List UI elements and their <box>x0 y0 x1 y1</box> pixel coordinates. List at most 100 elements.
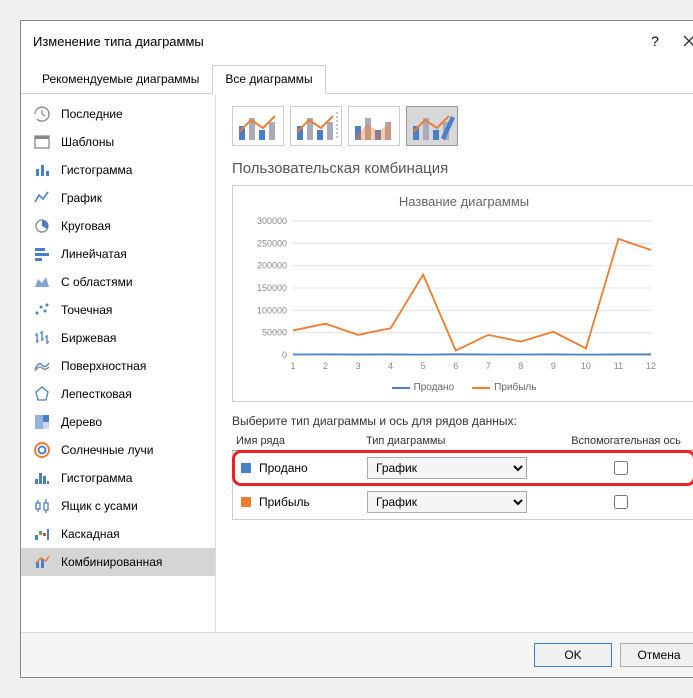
series-type-cell: График <box>367 457 551 479</box>
svg-text:4: 4 <box>388 361 393 371</box>
sidebar-item-surface[interactable]: Поверхностная <box>21 352 215 380</box>
histogram-icon <box>33 469 51 487</box>
change-chart-type-dialog: Изменение типа диаграммы ? Рекомендуемые… <box>20 20 693 678</box>
boxwhisker-icon <box>33 497 51 515</box>
series-row-0: Продано График <box>233 451 693 485</box>
sidebar-item-stock[interactable]: Биржевая <box>21 324 215 352</box>
line-chart-svg: 0500001000001500002000002500003000001234… <box>241 215 661 375</box>
sidebar-item-label: Поверхностная <box>61 359 146 373</box>
svg-text:1: 1 <box>290 361 295 371</box>
sidebar-item-label: Гистограмма <box>61 163 132 177</box>
sidebar-item-combo[interactable]: Комбинированная <box>21 548 215 576</box>
series-aux-cell <box>551 495 691 509</box>
svg-text:100000: 100000 <box>257 305 287 315</box>
pie-icon <box>33 217 51 235</box>
svg-text:0: 0 <box>282 350 287 360</box>
series-type-select[interactable]: График <box>367 457 527 479</box>
subtype-thumb-3[interactable] <box>406 106 458 146</box>
svg-text:12: 12 <box>646 361 656 371</box>
subtype-thumb-2[interactable] <box>348 106 400 146</box>
templates-icon <box>33 133 51 151</box>
sidebar-item-radar[interactable]: Лепестковая <box>21 380 215 408</box>
waterfall-icon <box>33 525 51 543</box>
chart-legend: ПроданоПрибыль <box>241 382 687 393</box>
series-type-cell: График <box>367 491 551 513</box>
chart-type-sidebar: Последние Шаблоны Гистограмма График Кругова… <box>21 94 216 632</box>
radar-icon <box>33 385 51 403</box>
titlebar: Изменение типа диаграммы ? <box>21 21 693 61</box>
chart-preview: Название диаграммы 050000100000150000200… <box>232 185 693 402</box>
cancel-button[interactable]: Отмена <box>620 643 693 667</box>
sidebar-item-label: Шаблоны <box>61 135 114 149</box>
sidebar-item-label: Лепестковая <box>61 387 132 401</box>
series-picker-label: Выберите тип диаграммы и ось для рядов д… <box>232 414 693 428</box>
ok-button[interactable]: OK <box>534 643 612 667</box>
series-row-1: Прибыль График <box>233 485 693 519</box>
sidebar-item-label: С областями <box>61 275 133 289</box>
treemap-icon <box>33 413 51 431</box>
combo-icon <box>33 553 51 571</box>
series-type-select[interactable]: График <box>367 491 527 513</box>
svg-text:8: 8 <box>518 361 523 371</box>
sidebar-item-treemap[interactable]: Дерево <box>21 408 215 436</box>
sidebar-item-histogram[interactable]: Гистограмма <box>21 464 215 492</box>
col-header-type: Тип диаграммы <box>362 432 556 450</box>
sidebar-item-recent[interactable]: Последние <box>21 100 215 128</box>
sidebar-item-label: Каскадная <box>61 527 120 541</box>
sidebar-item-label: Линейчатая <box>61 247 127 261</box>
bar-icon <box>33 245 51 263</box>
subtype-thumb-1[interactable] <box>290 106 342 146</box>
area-icon <box>33 273 51 291</box>
main-panel: Пользовательская комбинация Название диа… <box>216 94 693 632</box>
help-button[interactable]: ? <box>638 29 672 53</box>
sidebar-item-label: Точечная <box>61 303 112 317</box>
preview-title: Название диаграммы <box>241 194 687 209</box>
svg-text:3: 3 <box>356 361 361 371</box>
recent-icon <box>33 105 51 123</box>
section-title: Пользовательская комбинация <box>232 160 693 177</box>
svg-text:6: 6 <box>453 361 458 371</box>
svg-text:7: 7 <box>486 361 491 371</box>
sunburst-icon <box>33 441 51 459</box>
tab-recommended[interactable]: Рекомендуемые диаграммы <box>29 65 212 93</box>
series-swatch <box>241 463 251 473</box>
series-name: Продано <box>259 461 367 475</box>
svg-text:11: 11 <box>614 361 623 371</box>
svg-text:300000: 300000 <box>257 216 287 226</box>
subtype-thumb-0[interactable] <box>232 106 284 146</box>
svg-text:10: 10 <box>581 361 591 371</box>
surface-icon <box>33 357 51 375</box>
sidebar-item-label: Ящик с усами <box>61 499 138 513</box>
svg-text:9: 9 <box>551 361 556 371</box>
sidebar-item-sunburst[interactable]: Солнечные лучи <box>21 436 215 464</box>
sidebar-item-line[interactable]: График <box>21 184 215 212</box>
sidebar-item-bar[interactable]: Линейчатая <box>21 240 215 268</box>
sidebar-item-label: График <box>61 191 102 205</box>
series-name: Прибыль <box>259 495 367 509</box>
sidebar-item-scatter[interactable]: Точечная <box>21 296 215 324</box>
dialog-footer: OK Отмена <box>21 632 693 677</box>
sidebar-item-label: Дерево <box>61 415 102 429</box>
scatter-icon <box>33 301 51 319</box>
sidebar-item-column[interactable]: Гистограмма <box>21 156 215 184</box>
sidebar-item-pie[interactable]: Круговая <box>21 212 215 240</box>
svg-text:250000: 250000 <box>257 238 287 248</box>
sidebar-item-area[interactable]: С областями <box>21 268 215 296</box>
dialog-body: Последние Шаблоны Гистограмма График Кругова… <box>21 94 693 632</box>
sidebar-item-label: Круговая <box>61 219 111 233</box>
sidebar-item-templates[interactable]: Шаблоны <box>21 128 215 156</box>
svg-text:5: 5 <box>421 361 426 371</box>
svg-text:150000: 150000 <box>257 283 287 293</box>
close-icon <box>683 35 693 47</box>
close-button[interactable] <box>672 29 693 53</box>
secondary-axis-checkbox[interactable] <box>614 461 628 475</box>
tab-all[interactable]: Все диаграммы <box>212 65 325 94</box>
svg-text:50000: 50000 <box>262 328 287 338</box>
tab-strip: Рекомендуемые диаграммы Все диаграммы <box>21 61 693 94</box>
series-aux-cell <box>551 461 691 475</box>
sidebar-item-label: Комбинированная <box>61 555 162 569</box>
sidebar-item-label: Солнечные лучи <box>61 443 153 457</box>
sidebar-item-boxwhisker[interactable]: Ящик с усами <box>21 492 215 520</box>
sidebar-item-waterfall[interactable]: Каскадная <box>21 520 215 548</box>
secondary-axis-checkbox[interactable] <box>614 495 628 509</box>
